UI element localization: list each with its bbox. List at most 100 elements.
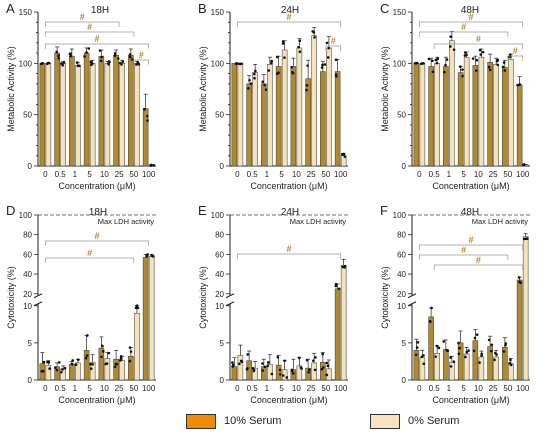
data-point — [264, 88, 268, 92]
x-tick-label: 0.5 — [247, 170, 259, 179]
bar — [516, 279, 523, 381]
data-point — [121, 60, 125, 64]
series-10-serum — [231, 55, 341, 167]
data-point — [100, 55, 103, 59]
data-point — [503, 69, 507, 72]
data-point — [325, 373, 329, 377]
data-point — [291, 70, 294, 74]
bar — [275, 66, 282, 167]
data-point — [430, 306, 433, 310]
data-point — [496, 63, 499, 67]
y-tick-label: 0 — [220, 162, 225, 171]
data-point — [522, 237, 526, 241]
data-point — [276, 355, 280, 359]
data-point — [291, 372, 295, 375]
data-point — [449, 356, 452, 359]
bar — [320, 361, 326, 381]
data-point — [57, 56, 61, 60]
data-point — [71, 359, 74, 362]
axis-break-mark — [225, 293, 235, 307]
data-point — [422, 362, 426, 366]
data-point — [91, 362, 94, 366]
bar — [281, 49, 288, 167]
x-tick-label: 1 — [265, 170, 270, 179]
panel-letter: A — [6, 1, 15, 16]
data-point — [307, 371, 310, 374]
data-point — [62, 61, 66, 64]
bar — [98, 55, 105, 167]
data-point — [420, 355, 424, 359]
y-tick-label: 5 — [220, 339, 225, 348]
data-point — [516, 83, 519, 87]
max-ldh-label: Max LDH activity — [98, 217, 155, 226]
data-point — [245, 367, 249, 371]
data-point — [146, 114, 149, 118]
bar — [69, 55, 75, 167]
y-tick-label: 40 — [215, 270, 224, 279]
significance-bracket — [45, 43, 149, 49]
y-axis-label: Cytotoxicity (%) — [198, 266, 208, 329]
x-axis-label: Concentration (μM) — [58, 395, 135, 405]
data-point — [475, 333, 479, 336]
data-point — [266, 361, 270, 364]
y-tick-label: 80 — [397, 231, 406, 240]
data-point — [461, 74, 464, 78]
data-point — [474, 69, 478, 72]
significance-bracket — [45, 21, 120, 27]
data-point — [48, 367, 51, 370]
data-point — [290, 65, 294, 69]
data-point — [107, 62, 110, 66]
data-point — [299, 366, 303, 369]
data-point — [487, 66, 491, 69]
data-point — [118, 359, 122, 362]
data-point — [414, 353, 418, 357]
bar — [104, 358, 111, 381]
bar — [413, 63, 420, 167]
x-tick-label: 50 — [321, 170, 330, 179]
data-point — [487, 338, 491, 342]
data-point — [283, 359, 286, 363]
legend-swatch-0-serum — [370, 413, 400, 429]
data-point — [488, 68, 492, 72]
data-point — [270, 61, 273, 65]
data-point — [134, 306, 138, 310]
data-point — [135, 63, 138, 66]
y-tick-label: 60 — [397, 250, 406, 259]
data-point — [480, 352, 484, 356]
data-point — [247, 87, 250, 90]
panel-title: 48H — [461, 5, 479, 16]
data-point — [504, 342, 507, 345]
data-point — [434, 58, 438, 62]
significance-marker: # — [476, 34, 481, 44]
data-point — [475, 58, 479, 62]
y-tick-label: 60 — [23, 250, 32, 259]
data-point — [445, 348, 448, 352]
data-point — [449, 45, 452, 48]
data-point — [254, 69, 257, 73]
data-point — [458, 346, 461, 350]
axes — [225, 214, 348, 381]
data-point — [473, 336, 477, 340]
y-tick-label: 100 — [393, 59, 407, 68]
max-ldh-label: Max LDH activity — [472, 217, 529, 226]
data-point — [249, 82, 253, 85]
data-point — [457, 352, 461, 356]
bar — [237, 63, 244, 167]
data-point — [101, 344, 104, 348]
data-point — [152, 164, 156, 167]
bar — [434, 63, 440, 167]
significance-marker: # — [476, 255, 481, 265]
data-point — [69, 54, 72, 58]
y-tick-label: 150 — [211, 8, 225, 17]
data-point — [146, 253, 149, 256]
bar — [113, 54, 119, 167]
data-point — [517, 276, 521, 279]
y-tick-label: 10 — [23, 302, 32, 311]
data-point — [234, 62, 238, 66]
data-point — [252, 72, 256, 76]
data-point — [246, 353, 249, 356]
data-point — [252, 368, 256, 372]
data-point — [449, 35, 452, 38]
x-tick-label: 1 — [73, 170, 78, 179]
y-tick-label: 0 — [220, 376, 225, 385]
